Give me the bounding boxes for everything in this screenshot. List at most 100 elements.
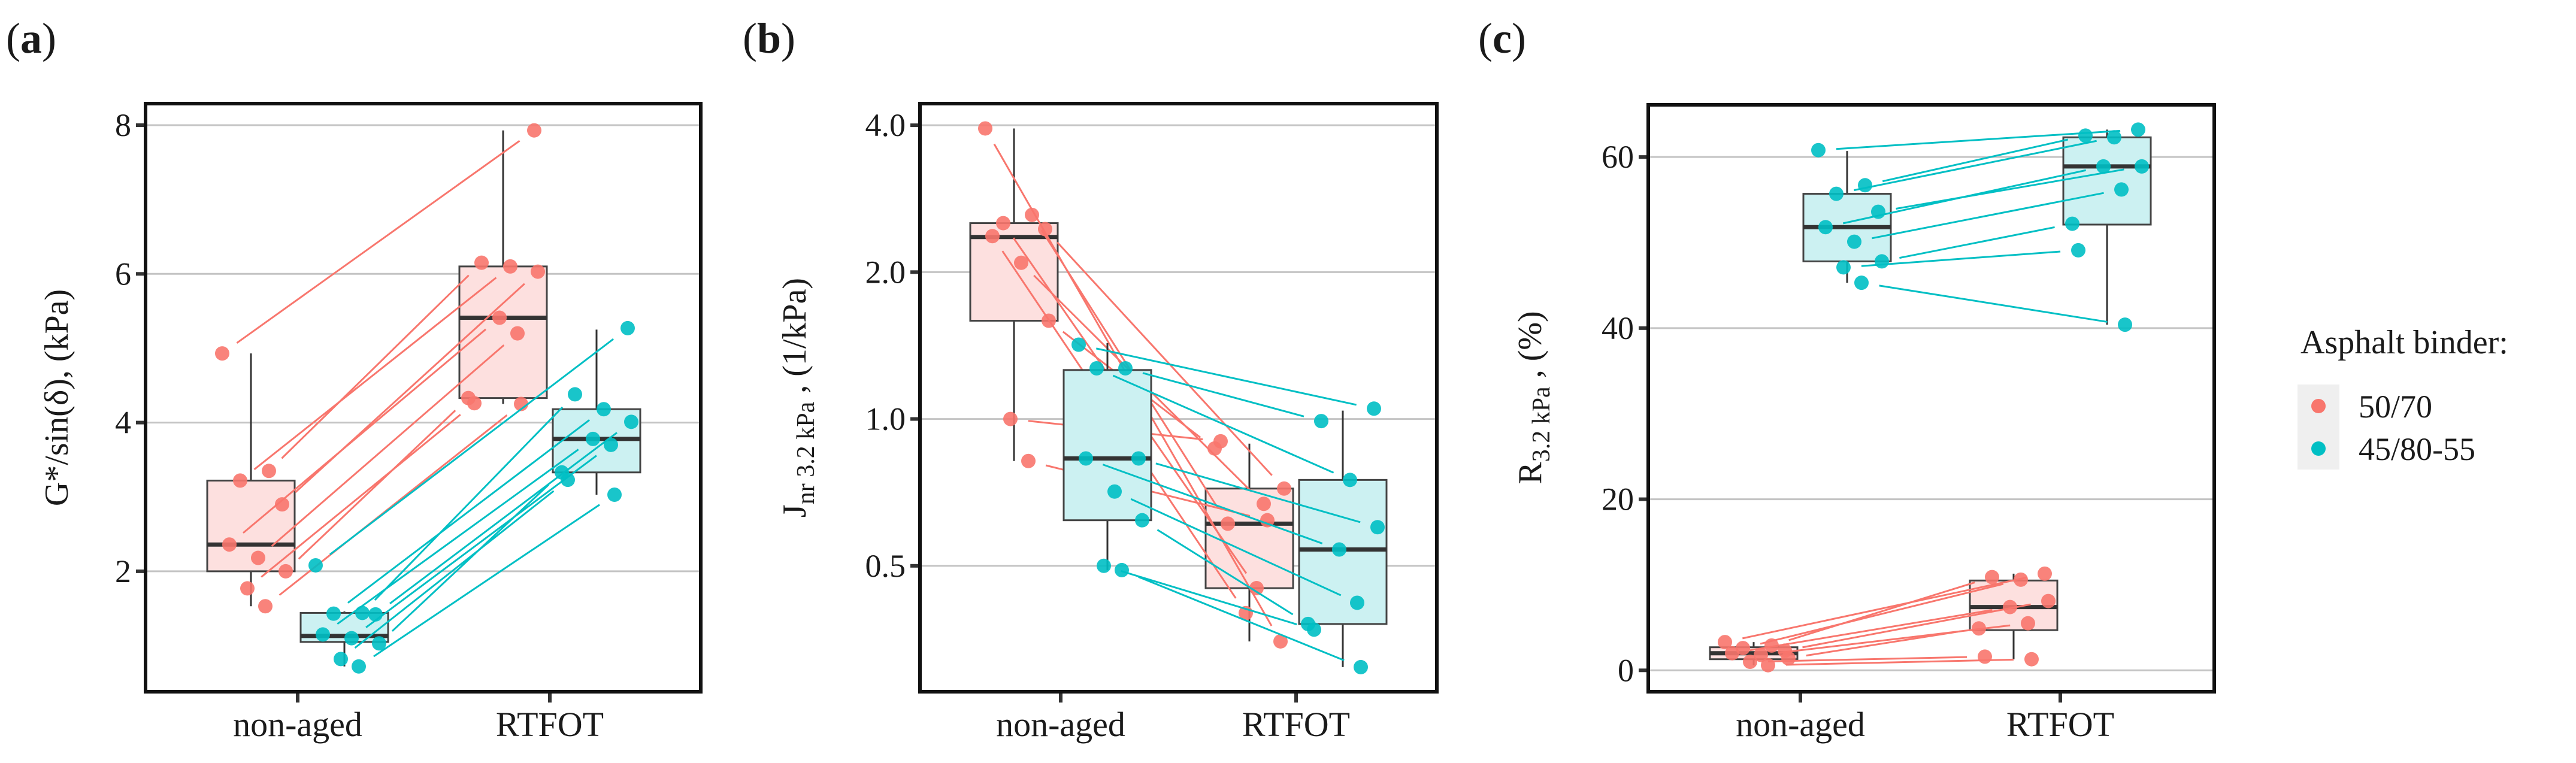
- y-tick-label: 1.0: [865, 401, 906, 437]
- y-tick-label: 6: [115, 256, 131, 292]
- x-tick-label: RTFOT: [2006, 705, 2114, 744]
- pair-line: [347, 419, 590, 604]
- data-point-rtfot: [586, 431, 600, 446]
- pair-line: [1142, 372, 1304, 417]
- y-tick-label: 0.5: [865, 548, 906, 584]
- panel-label: (b): [743, 14, 795, 62]
- data-point-non-aged: [1725, 646, 1739, 661]
- data-point-non-aged: [1042, 313, 1056, 328]
- plot-frame: [918, 102, 1439, 694]
- y-axis-title: G*/sin(δ), (kPa): [38, 289, 75, 506]
- data-point-non-aged: [1854, 275, 1869, 290]
- data-point-rtfot: [1213, 434, 1228, 449]
- pair-line: [1102, 464, 1323, 544]
- data-point-non-aged: [1107, 484, 1122, 499]
- data-point-rtfot: [1221, 516, 1235, 531]
- data-point-rtfot: [514, 396, 528, 411]
- data-point-rtfot: [1972, 621, 1986, 636]
- data-point-rtfot: [474, 255, 489, 270]
- box-iqr: [458, 265, 548, 399]
- data-point-non-aged: [1071, 337, 1086, 352]
- data-point-rtfot: [1307, 622, 1321, 637]
- pair-line: [1788, 582, 1975, 641]
- pair-line: [1778, 624, 2011, 654]
- data-point-non-aged: [352, 659, 366, 674]
- y-axis-title-main: J: [776, 504, 813, 517]
- data-point-rtfot: [2021, 616, 2035, 631]
- x-tick-label: RTFOT: [1242, 705, 1350, 744]
- pair-line: [365, 455, 597, 628]
- data-point-non-aged: [1781, 651, 1796, 666]
- data-point-non-aged: [334, 652, 348, 667]
- pair-line: [271, 344, 505, 547]
- pair-line: [373, 504, 600, 658]
- y-tick-label: 4: [115, 405, 131, 441]
- pair-line: [1896, 168, 2124, 210]
- panel-label: (c): [1478, 14, 1526, 62]
- pair-line: [298, 410, 456, 560]
- data-point-rtfot: [1354, 659, 1368, 674]
- data-point-rtfot: [2131, 122, 2145, 137]
- plot-frame: [144, 102, 703, 694]
- panel-label-close: ): [781, 14, 795, 62]
- plot-frame: [1646, 103, 2216, 694]
- data-point-rtfot: [467, 396, 482, 411]
- data-point-rtfot: [2118, 317, 2132, 332]
- data-point-non-aged: [1871, 204, 1885, 219]
- data-point-rtfot: [492, 310, 507, 325]
- data-point-rtfot: [620, 320, 635, 335]
- data-point-rtfot: [1350, 595, 1364, 610]
- data-point-non-aged: [1115, 562, 1129, 577]
- data-point-non-aged: [1079, 451, 1093, 466]
- y-tick-label: 0: [1618, 652, 1634, 688]
- y-tick-label: 4.0: [865, 107, 906, 143]
- data-point-non-aged: [1014, 255, 1028, 270]
- data-point-non-aged: [372, 636, 386, 651]
- data-point-non-aged: [1118, 361, 1133, 376]
- pair-line: [1861, 250, 2061, 267]
- data-point-rtfot: [624, 414, 638, 429]
- pair-line: [1802, 603, 2031, 649]
- data-point-non-aged: [996, 216, 1010, 231]
- y-tick-label: 20: [1602, 482, 1634, 517]
- pair-line: [1112, 374, 1334, 474]
- data-point-non-aged: [1736, 641, 1750, 656]
- data-point-non-aged: [1718, 635, 1732, 650]
- data-point-non-aged: [1754, 647, 1768, 662]
- data-point-non-aged: [1761, 658, 1775, 673]
- panel-label: (a): [6, 14, 56, 62]
- data-point-non-aged: [1135, 513, 1149, 528]
- panel-c: (c) 0 20 40 60 non-aged RTFOT R3.2 kPa , (%): [1478, 14, 2216, 744]
- data-point-rtfot: [531, 264, 545, 279]
- data-point-non-aged: [1743, 655, 1757, 669]
- pair-line: [1096, 347, 1357, 406]
- data-point-rtfot: [1277, 481, 1291, 496]
- data-point-non-aged: [355, 605, 370, 620]
- panel-label-close: ): [42, 14, 56, 62]
- data-point-non-aged: [1829, 186, 1844, 201]
- pair-line: [1806, 630, 1961, 657]
- data-point-non-aged: [1021, 453, 1036, 468]
- data-point-rtfot: [2038, 566, 2052, 581]
- data-point-rtfot: [503, 259, 517, 274]
- data-point-non-aged: [368, 607, 383, 622]
- data-point-non-aged: [344, 631, 359, 646]
- data-point-non-aged: [1038, 222, 1052, 237]
- pair-line: [1138, 576, 1345, 662]
- data-point-rtfot: [2107, 130, 2121, 145]
- data-point-non-aged: [316, 627, 330, 642]
- legend: Asphalt binder: 50/70 45/80-55: [2297, 324, 2508, 470]
- data-point-rtfot: [1367, 401, 1381, 416]
- panel-label-close: ): [1512, 14, 1526, 62]
- panel-label-open: (: [6, 14, 20, 62]
- box-iqr: [1063, 369, 1152, 522]
- y-axis-title-rest: , (1/kPa): [776, 278, 813, 402]
- data-point-rtfot: [510, 326, 525, 341]
- data-point-rtfot: [1370, 520, 1385, 535]
- data-point-non-aged: [262, 464, 276, 479]
- legend-key-45-80-55: [2311, 441, 2326, 456]
- data-point-non-aged: [275, 497, 289, 512]
- data-point-non-aged: [1131, 451, 1146, 466]
- pair-line: [1057, 241, 1273, 476]
- pair-line: [337, 449, 579, 625]
